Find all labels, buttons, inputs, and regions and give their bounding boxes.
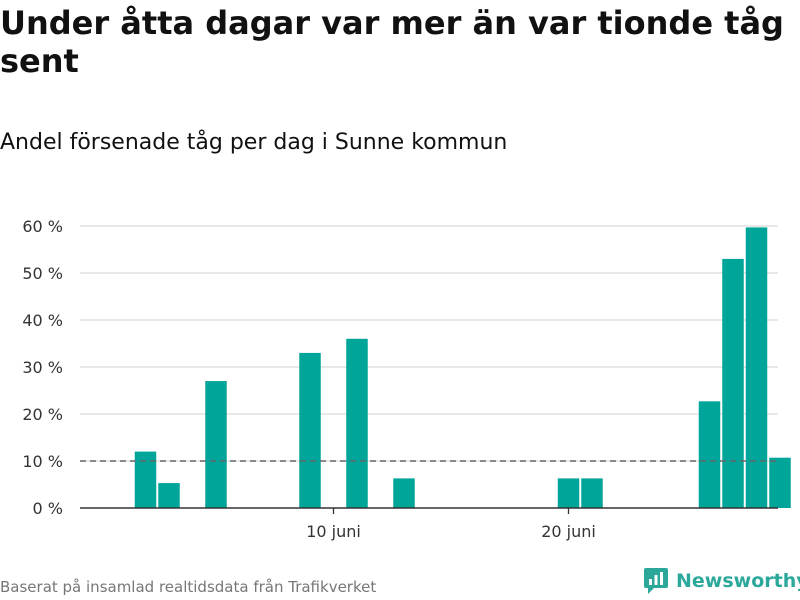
grid-lines bbox=[80, 225, 778, 462]
chart-subtitle: Andel försenade tåg per dag i Sunne komm… bbox=[0, 130, 508, 155]
x-tick-label: 20 juni bbox=[541, 522, 596, 541]
y-tick-label: 0 % bbox=[33, 499, 63, 518]
y-tick-label: 20 % bbox=[22, 405, 63, 424]
bar bbox=[134, 451, 157, 508]
bar bbox=[205, 381, 227, 508]
y-tick-label: 60 % bbox=[22, 217, 63, 236]
x-tick-label: 10 juni bbox=[306, 522, 361, 541]
bar bbox=[745, 227, 768, 508]
bar bbox=[557, 478, 580, 508]
source-note: Baserat på insamlad realtidsdata från Tr… bbox=[0, 578, 377, 596]
bar bbox=[722, 258, 744, 508]
chart-title: Under åtta dagar var mer än var tionde t… bbox=[0, 4, 784, 80]
brand-name: Newsworthy bbox=[676, 570, 800, 592]
axes: 0 % 10 % 20 % 30 % 40 % 50 % 60 % 10 juni 20 jun… bbox=[22, 217, 778, 541]
bar bbox=[158, 483, 180, 508]
bar bbox=[698, 401, 721, 508]
y-tick-label: 40 % bbox=[22, 311, 63, 330]
y-tick-label: 50 % bbox=[22, 264, 63, 283]
y-tick-label: 10 % bbox=[22, 452, 63, 471]
brand-logo: Newsworthy bbox=[644, 568, 800, 594]
bar bbox=[581, 478, 603, 508]
bar bbox=[393, 478, 415, 508]
bar bbox=[769, 457, 791, 508]
bar bbox=[299, 352, 321, 508]
bar bbox=[346, 338, 368, 508]
y-tick-label: 30 % bbox=[22, 358, 63, 377]
newsworthy-logo-icon bbox=[644, 568, 668, 594]
bar-series bbox=[134, 227, 791, 508]
